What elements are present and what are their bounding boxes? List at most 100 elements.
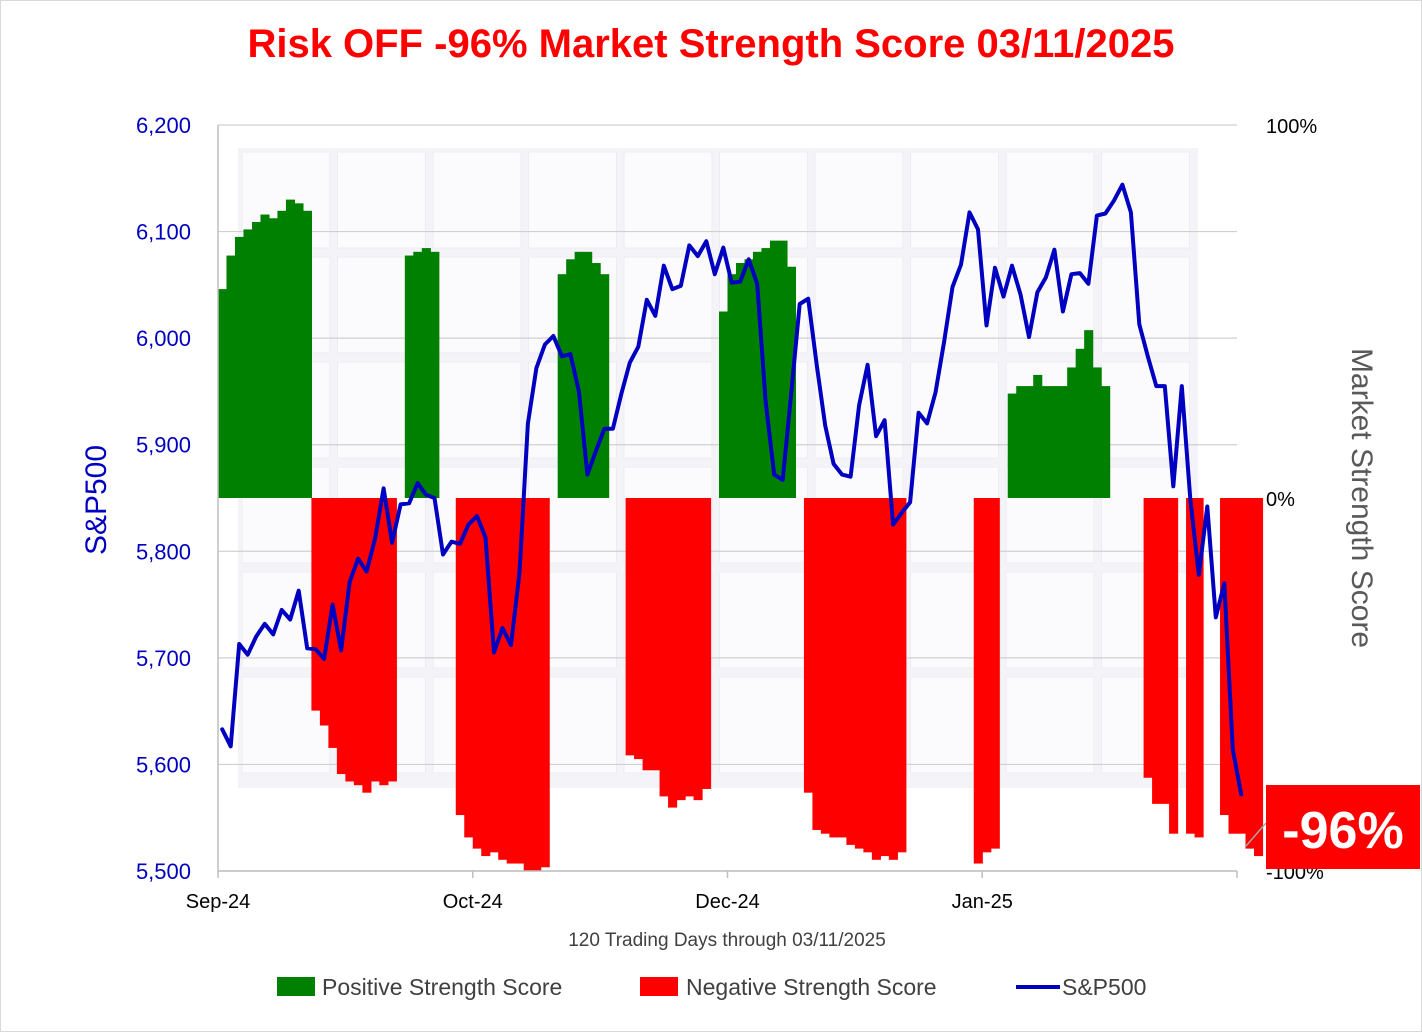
positive-bar	[251, 221, 262, 499]
positive-bar	[294, 203, 304, 498]
watermark-tile	[719, 676, 808, 774]
negative-bar	[1253, 498, 1264, 857]
watermark-tile	[432, 256, 522, 354]
positive-bar	[1016, 386, 1026, 498]
negative-bar	[464, 498, 474, 838]
negative-bar	[973, 498, 983, 864]
negative-bar	[353, 498, 363, 786]
positive-bar	[277, 210, 287, 499]
x-tick-label: Oct-24	[443, 891, 503, 913]
negative-bar	[311, 498, 321, 711]
negative-bar	[888, 498, 898, 860]
negative-bar	[387, 498, 397, 782]
negative-bar	[676, 498, 686, 801]
x-tick-label: Dec-24	[695, 891, 759, 913]
positive-bar	[421, 248, 431, 498]
negative-bar	[1186, 498, 1196, 834]
y-left-tick-label: 5,600	[136, 752, 191, 777]
negative-bar	[481, 498, 491, 857]
watermark-tile	[623, 151, 713, 249]
negative-bar	[1237, 498, 1247, 834]
negative-bar	[854, 498, 864, 849]
score-callout: -96%	[1245, 785, 1420, 869]
watermark-tile	[910, 151, 999, 249]
y-left-tick-label: 5,900	[136, 433, 191, 458]
positive-bar	[1050, 386, 1060, 498]
negative-bar	[1245, 498, 1255, 849]
positive-bar	[218, 289, 228, 498]
negative-bar	[319, 498, 329, 726]
watermark-tile	[1005, 571, 1095, 669]
legend: Positive Strength Score Negative Strength…	[277, 974, 1146, 1000]
negative-bar	[803, 498, 814, 793]
legend-label-line: S&P500	[1062, 974, 1146, 1000]
negative-bar	[846, 498, 856, 845]
legend-label-positive: Positive Strength Score	[322, 974, 562, 1000]
negative-bar	[1220, 498, 1230, 816]
negative-bar	[362, 498, 372, 793]
y-right-tick-label: 0%	[1266, 489, 1295, 511]
watermark-tile	[623, 361, 713, 459]
negative-bar	[523, 498, 533, 871]
negative-bar	[540, 498, 550, 868]
positive-bar	[735, 263, 746, 498]
watermark-tile	[1101, 361, 1190, 459]
positive-bar	[1092, 367, 1102, 498]
sp500-line-layer	[220, 182, 1244, 797]
x-tick-label: Sep-24	[186, 891, 251, 913]
watermark-tile	[528, 151, 617, 249]
negative-bar	[982, 498, 992, 853]
negative-bar	[345, 498, 355, 782]
callout-value: -96%	[1282, 802, 1403, 860]
negative-bar	[1152, 498, 1162, 804]
negative-bar	[863, 498, 873, 853]
x-axis-title: 120 Trading Days through 03/11/2025	[568, 930, 886, 951]
watermark-tile	[910, 361, 999, 459]
y-left-tick-label: 5,500	[136, 859, 191, 884]
negative-bar	[668, 498, 678, 808]
positive-bar	[226, 255, 236, 498]
y-left-tick-label: 6,000	[136, 326, 191, 351]
watermark-tile	[337, 151, 426, 249]
positive-bar	[1024, 386, 1034, 498]
positive-bar	[234, 236, 245, 498]
callout-leader	[1245, 822, 1267, 847]
negative-bar	[1194, 498, 1204, 838]
legend-label-negative: Negative Strength Score	[686, 974, 937, 1000]
positive-bar	[404, 255, 414, 498]
positive-bar	[1007, 393, 1017, 498]
watermark-tile	[432, 361, 522, 459]
y-left-tick-label: 5,700	[136, 646, 191, 671]
watermark-tile	[814, 151, 904, 249]
watermark-tile	[719, 151, 808, 249]
negative-bar	[489, 498, 499, 853]
positive-bar	[744, 259, 754, 498]
positive-bar	[243, 229, 253, 498]
negative-bar	[812, 498, 822, 830]
watermark-tile	[814, 256, 904, 354]
negative-bar	[455, 498, 465, 816]
positive-bar	[430, 251, 440, 498]
y-right-tick-label: 100%	[1266, 116, 1317, 138]
negative-bar	[625, 498, 635, 756]
negative-bar	[880, 498, 890, 857]
negative-bar	[871, 498, 881, 860]
positive-bar	[1058, 386, 1068, 498]
negative-bar	[685, 498, 695, 797]
watermark-tile	[1101, 256, 1190, 354]
negative-bar	[532, 498, 542, 871]
positive-bar	[413, 251, 423, 498]
positive-bar	[583, 251, 593, 498]
legend-swatch-negative	[640, 977, 678, 996]
axes	[217, 125, 1238, 878]
positive-bar	[752, 251, 763, 498]
positive-bar	[302, 210, 313, 499]
y-left-tick-label: 6,200	[136, 113, 191, 138]
x-tick-label: Jan-25	[952, 891, 1013, 913]
negative-bar	[379, 498, 389, 786]
negative-bar	[472, 498, 482, 849]
sp500-line	[220, 182, 1244, 797]
positive-bar	[719, 311, 729, 498]
negative-bar	[506, 498, 516, 864]
